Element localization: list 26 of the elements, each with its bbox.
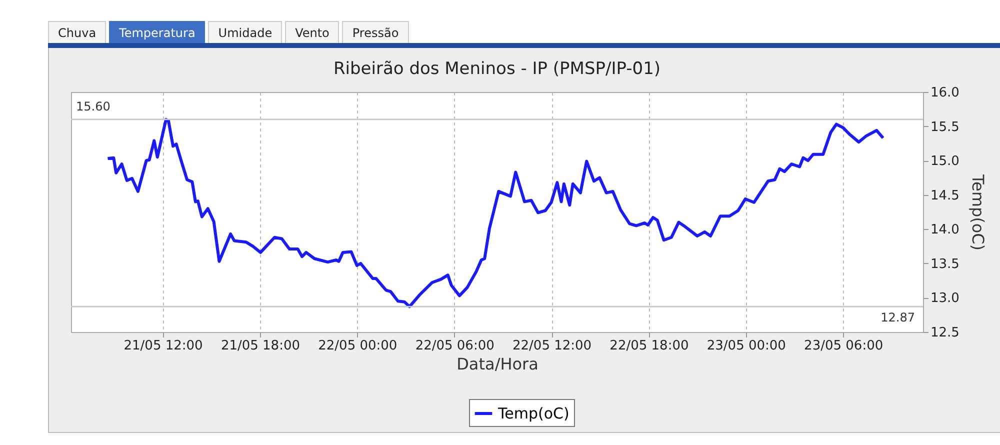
legend-label: Temp(oC) — [497, 404, 570, 422]
x-axis-title: Data/Hora — [456, 354, 538, 374]
text: Chuva — [48, 21, 106, 43]
text: Pressão — [342, 21, 409, 43]
y-tick-label: 16.0 — [930, 86, 960, 100]
x-tick-label: 22/05 18:00 — [610, 338, 689, 354]
ref-line-label: 12.87 — [880, 310, 915, 325]
x-tick-label: 22/05 12:00 — [512, 338, 592, 354]
text: Umidade — [208, 21, 282, 43]
y-tick-label: 14.0 — [930, 222, 960, 238]
x-tick-label: 23/05 06:00 — [804, 338, 884, 354]
y-tick-label: 13.0 — [930, 291, 960, 306]
ref-line-label: 15.60 — [76, 99, 110, 114]
y-axis-title: Temp(oC) — [968, 173, 988, 251]
x-tick-label: 21/05 12:00 — [124, 338, 203, 354]
x-tick-label: 21/05 18:00 — [220, 338, 300, 354]
y-tick-label: 13.5 — [930, 256, 960, 272]
text: Vento — [285, 21, 340, 43]
y-tick-label: 12.5 — [930, 326, 960, 340]
y-tick-label: 15.0 — [930, 154, 960, 170]
y-tick-label: 14.5 — [930, 188, 960, 204]
y-tick-label: 15.5 — [930, 120, 960, 135]
chart-title: Ribeirão dos Meninos - IP (PMSP/IP-01) — [333, 59, 661, 79]
x-tick-label: 22/05 00:00 — [318, 338, 398, 354]
x-tick-label: 23/05 00:00 — [706, 338, 786, 354]
x-tick-label: 22/05 06:00 — [415, 338, 494, 354]
